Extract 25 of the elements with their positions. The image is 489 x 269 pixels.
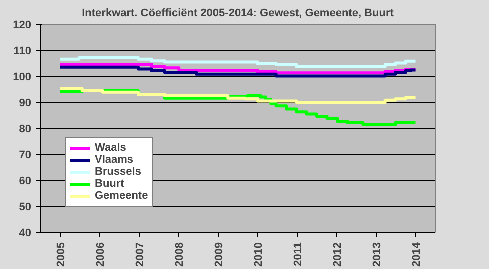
x-tick-label: 2007 xyxy=(134,242,146,267)
x-tick-label: 2013 xyxy=(371,242,384,267)
y-tick-label: 70 xyxy=(19,150,32,162)
legend-label: Vlaams xyxy=(95,154,134,166)
chart-title: Interkwart. Cöefficiënt 2005-2014: Gewest, Gemeente, Buurt xyxy=(82,8,394,20)
x-tick-label: 2008 xyxy=(174,242,186,267)
legend-label: Waals xyxy=(95,142,126,154)
y-tick-label: 60 xyxy=(19,176,32,188)
legend-label: Gemeente xyxy=(95,190,148,202)
x-tick-label: 2006 xyxy=(94,242,107,267)
x-tick-label: 2014 xyxy=(410,242,423,267)
x-tick-label: 2005 xyxy=(55,242,68,267)
x-tick-label: 2011 xyxy=(292,242,304,266)
x-tick-label: 2009 xyxy=(213,242,226,267)
legend-label: Buurt xyxy=(95,178,124,190)
x-tick-label: 2010 xyxy=(252,242,265,267)
x-tick-label: 2012 xyxy=(332,242,344,267)
legend-label: Brussels xyxy=(95,166,142,178)
y-tick-label: 100 xyxy=(13,72,32,84)
y-tick-label: 90 xyxy=(19,98,32,110)
y-tick-label: 40 xyxy=(19,228,32,240)
y-tick-label: 80 xyxy=(19,124,32,136)
y-tick-label: 110 xyxy=(14,46,32,58)
y-tick-label: 50 xyxy=(19,202,32,214)
y-tick-label: 120 xyxy=(13,20,32,32)
